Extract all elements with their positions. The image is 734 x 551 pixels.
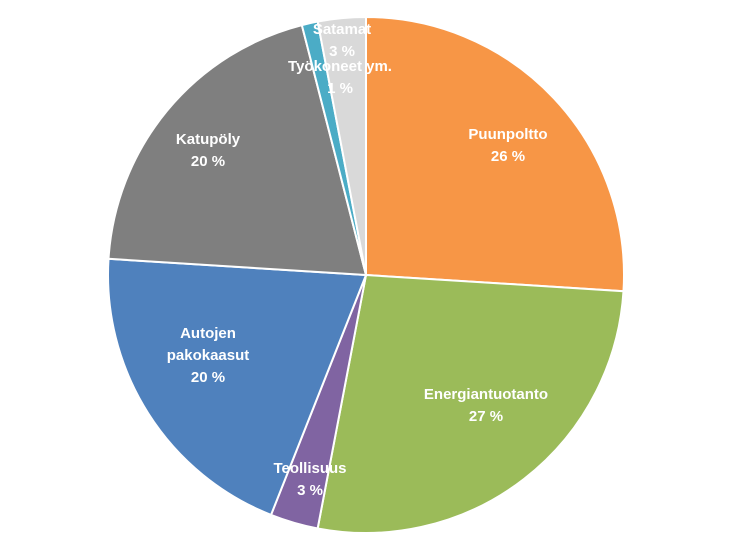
slice-label: Energiantuotanto 27 % [424, 386, 548, 425]
slice-name-label: Satamat [313, 21, 371, 38]
slice-name-label: Teollisuus [273, 460, 346, 477]
pie-slice-puunpoltto [365, 15, 625, 293]
slice-label: Satamat 3 % [313, 21, 371, 60]
slice-name-label: Katupöly [176, 131, 241, 148]
slice-value-label: 27 % [469, 408, 503, 425]
slice-label: Teollisuus 3 % [273, 460, 346, 499]
slice-label: Katupöly 20 % [176, 131, 241, 170]
pie-slice-satamat [316, 15, 367, 276]
slice-value-label: 26 % [491, 148, 525, 165]
slice-value-label: 3 % [297, 482, 323, 499]
pie-slice-autojen-pakokaasut [107, 257, 368, 517]
slice-name-label: Energiantuotanto [424, 386, 548, 403]
pie-slice-katupöly [107, 23, 368, 277]
slice-name-label: Puunpoltto [468, 126, 547, 143]
slice-value-label: 20 % [191, 369, 225, 386]
slice-value-label: 1 % [327, 80, 353, 97]
slice-name-label: pakokaasut [167, 347, 250, 364]
slice-name-label: Työkoneet ym. [288, 58, 392, 75]
pie-labels: Puunpoltto 26 % Energiantuotanto 27 % Teolli… [167, 21, 548, 499]
slice-label: Autojen pakokaasut 20 % [167, 325, 250, 386]
slice-label: Työkoneet ym. 1 % [288, 58, 392, 97]
slice-value-label: 20 % [191, 153, 225, 170]
pie-slice-energiantuotanto [316, 273, 625, 534]
pie-slices [107, 15, 625, 534]
slice-name-label: Autojen [180, 325, 236, 342]
slice-label: Puunpoltto 26 % [468, 126, 547, 165]
slice-value-label: 3 % [329, 43, 355, 60]
